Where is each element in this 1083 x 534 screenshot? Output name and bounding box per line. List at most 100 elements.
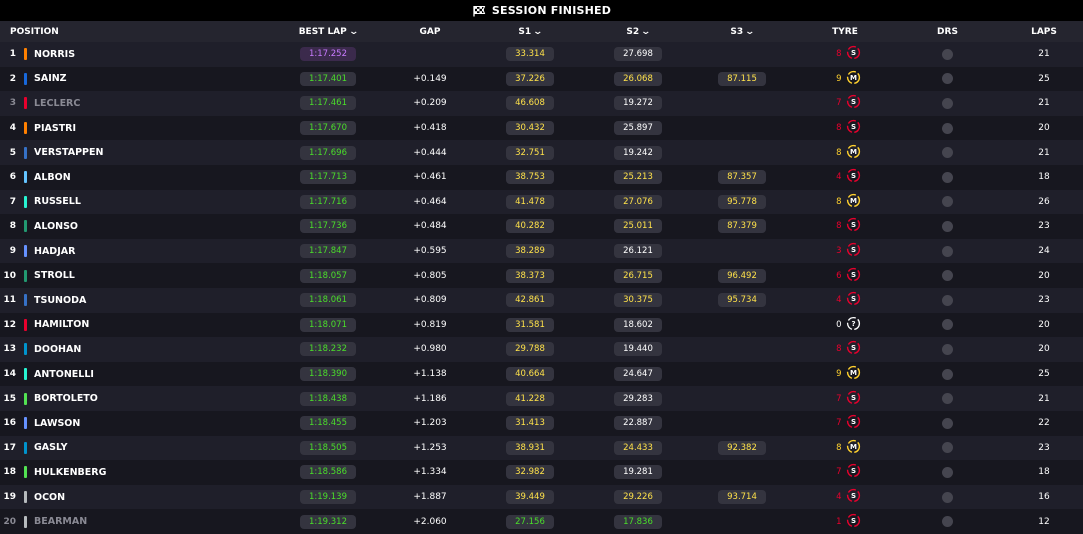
- s1-cell: 42.861: [495, 288, 565, 313]
- s3-cell: [707, 42, 777, 67]
- team-color-bar: [24, 411, 27, 436]
- best-lap-time: 1:18.455: [300, 416, 356, 431]
- column-tyre-header[interactable]: TYRE: [815, 21, 875, 42]
- column-position-header[interactable]: POSITION: [10, 21, 59, 42]
- gap-value: +1.186: [413, 393, 447, 404]
- position-number: 7: [9, 196, 16, 207]
- column-s1-label: S1: [518, 26, 532, 37]
- best-lap-cell: 1:17.713: [284, 165, 372, 190]
- driver-row[interactable]: 2 SAINZ 1:17.401 +0.149 37.226 26.068 87.115 9 M…: [0, 66, 1083, 92]
- laps-count: 12: [1038, 516, 1050, 527]
- driver-row[interactable]: 11 TSUNODA 1:18.061 +0.809 42.861 30.375 95.73…: [0, 288, 1083, 313]
- svg-text:S: S: [850, 122, 855, 131]
- s2-time: 25.011: [614, 219, 662, 234]
- team-color-bar: [24, 509, 27, 534]
- column-laps-header[interactable]: LAPS: [1020, 21, 1068, 42]
- column-tyre-label: TYRE: [832, 26, 858, 37]
- driver-row[interactable]: 4 PIASTRI 1:17.670 +0.418 30.432 25.897 8 S 20: [0, 115, 1083, 141]
- drs-dot-icon: [942, 73, 953, 85]
- s1-time: 41.478: [506, 194, 554, 209]
- column-s2-header[interactable]: S2 ⌄: [603, 21, 673, 42]
- drs-indicator: [925, 436, 970, 461]
- driver-row[interactable]: 10 STROLL 1:18.057 +0.805 38.373 26.715 96.492…: [0, 263, 1083, 288]
- laps-count: 18: [1038, 467, 1050, 478]
- s1-time: 46.608: [506, 96, 554, 111]
- best-lap-time: 1:17.713: [300, 170, 356, 185]
- driver-row[interactable]: 3 LECLERC 1:17.461 +0.209 46.608 19.272 7 S 21: [0, 91, 1083, 116]
- driver-row[interactable]: 8 ALONSO 1:17.736 +0.484 40.282 25.011 87.379 8…: [0, 214, 1083, 239]
- driver-row[interactable]: 5 VERSTAPPEN 1:17.696 +0.444 32.751 19.242 8 M 2…: [0, 140, 1083, 165]
- tyre-compound-icon: S: [846, 119, 861, 137]
- svg-text:S: S: [850, 48, 855, 57]
- s2-time: 26.121: [614, 244, 662, 259]
- team-color-bar: [24, 116, 27, 141]
- column-s3-header[interactable]: S3 ⌄: [707, 21, 777, 42]
- column-s2-label: S2: [626, 26, 640, 37]
- s2-cell: 25.897: [603, 116, 673, 141]
- drs-dot-icon: [942, 393, 953, 405]
- best-lap-time: 1:17.716: [300, 194, 356, 209]
- driver-name: LAWSON: [34, 417, 81, 429]
- s3-time: 93.714: [718, 490, 766, 505]
- best-lap-cell: 1:18.505: [284, 436, 372, 461]
- driver-row[interactable]: 16 LAWSON 1:18.455 +1.203 31.413 22.887 7 S 22: [0, 411, 1083, 436]
- tyre-compound-icon: S: [846, 414, 861, 432]
- driver-name: BEARMAN: [34, 516, 88, 528]
- driver-name: RUSSELL: [34, 196, 81, 208]
- driver-row[interactable]: 20 BEARMAN 1:19.312 +2.060 27.156 17.836 1 S 12: [0, 509, 1083, 534]
- tyre-compound-icon: S: [846, 291, 861, 309]
- s1-time: 39.449: [506, 490, 554, 505]
- s3-cell: [707, 386, 777, 411]
- driver-row[interactable]: 12 HAMILTON 1:18.071 +0.819 31.581 18.602 0? 20: [0, 312, 1083, 338]
- column-best-lap-header[interactable]: BEST LAP ⌄: [284, 21, 372, 42]
- tyre-compound-icon: S: [846, 217, 861, 235]
- column-gap-header[interactable]: GAP: [400, 21, 460, 42]
- driver-row[interactable]: 18 HULKENBERG 1:18.586 +1.334 32.982 19.281 7 S…: [0, 460, 1083, 485]
- s3-cell: [707, 460, 777, 485]
- s1-cell: 40.282: [495, 214, 565, 239]
- driver-row[interactable]: 19 OCON 1:19.139 +1.887 39.449 29.226 93.714 4 S…: [0, 484, 1083, 510]
- column-s3-label: S3: [730, 26, 744, 37]
- s2-cell: 26.068: [603, 67, 673, 92]
- driver-row[interactable]: 7 RUSSELL 1:17.716 +0.464 41.478 27.076 95.778…: [0, 189, 1083, 215]
- s2-cell: 19.281: [603, 460, 673, 485]
- s3-cell: 95.734: [707, 288, 777, 313]
- driver-row[interactable]: 13 DOOHAN 1:18.232 +0.980 29.788 19.440 8 S 20: [0, 337, 1083, 362]
- svg-text:?: ?: [851, 319, 855, 328]
- position-number: 6: [9, 172, 16, 183]
- team-color-bar: [24, 67, 27, 92]
- driver-row[interactable]: 9 HADJAR 1:17.847 +0.595 38.289 26.121 3 S 24: [0, 238, 1083, 264]
- column-s1-header[interactable]: S1 ⌄: [495, 21, 565, 42]
- gap-value: +0.418: [413, 123, 447, 134]
- driver-row[interactable]: 6 ALBON 1:17.713 +0.461 38.753 25.213 87.357 4 S…: [0, 165, 1083, 190]
- team-color-bar: [24, 42, 27, 67]
- s2-cell: 27.698: [603, 42, 673, 67]
- driver-row[interactable]: 14 ANTONELLI 1:18.390 +1.138 40.664 24.647 9 M 2…: [0, 361, 1083, 387]
- gap-value: +1.138: [413, 369, 447, 380]
- s1-time: 32.751: [506, 145, 554, 160]
- best-lap-cell: 1:17.736: [284, 214, 372, 239]
- team-color-bar: [24, 337, 27, 362]
- drs-indicator: [925, 337, 970, 362]
- laps-count: 24: [1038, 246, 1050, 257]
- s2-cell: 27.076: [603, 190, 673, 215]
- position-number: 11: [3, 295, 16, 306]
- driver-row[interactable]: 1 NORRIS 1:17.252 33.314 27.698 8 S 21: [0, 42, 1083, 67]
- driver-row[interactable]: 15 BORTOLETO 1:18.438 +1.186 41.228 29.283 7 S 2…: [0, 386, 1083, 411]
- tyre-age: 9: [836, 369, 842, 380]
- position-number: 17: [3, 442, 16, 453]
- gap-value: +1.334: [413, 467, 447, 478]
- s2-time: 19.272: [614, 96, 662, 111]
- s1-cell: 46.608: [495, 91, 565, 116]
- s3-time: 96.492: [718, 268, 766, 283]
- svg-text:S: S: [850, 220, 855, 229]
- driver-row[interactable]: 17 GASLY 1:18.505 +1.253 38.931 24.433 92.382 8…: [0, 435, 1083, 461]
- best-lap-cell: 1:19.312: [284, 509, 372, 534]
- gap-value: +1.203: [413, 418, 447, 429]
- tyre-age: 8: [836, 221, 842, 232]
- drs-indicator: [925, 190, 970, 215]
- column-drs-header[interactable]: DRS: [925, 21, 970, 42]
- drs-indicator: [925, 313, 970, 338]
